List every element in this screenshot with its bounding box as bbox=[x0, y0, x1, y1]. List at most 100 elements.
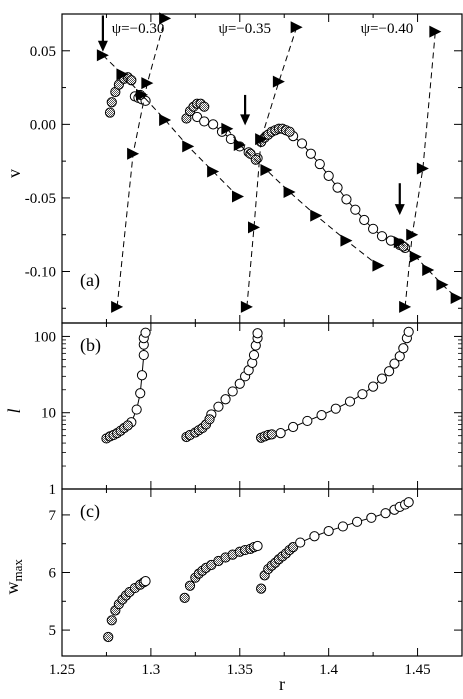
data-point bbox=[126, 75, 137, 86]
data-point bbox=[182, 140, 195, 153]
series-4 bbox=[275, 326, 414, 439]
data-point bbox=[372, 259, 385, 272]
data-point bbox=[275, 428, 286, 439]
data-point bbox=[302, 415, 313, 427]
data-point bbox=[406, 228, 419, 241]
data-point bbox=[260, 163, 273, 176]
data-point bbox=[403, 497, 414, 508]
data-point bbox=[199, 101, 210, 112]
data-point bbox=[389, 358, 400, 369]
series-5 bbox=[256, 123, 409, 252]
y-tick-label: -0.10 bbox=[25, 265, 56, 281]
data-point bbox=[284, 126, 295, 137]
y-tick-label: 5 bbox=[49, 623, 57, 639]
panel-letter: (a) bbox=[80, 270, 100, 291]
data-point bbox=[344, 396, 356, 407]
data-point bbox=[207, 165, 220, 178]
data-point bbox=[135, 388, 146, 399]
data-point bbox=[409, 250, 422, 263]
data-point bbox=[184, 580, 196, 591]
data-point bbox=[234, 378, 245, 389]
data-point bbox=[220, 394, 231, 405]
data-point bbox=[450, 291, 463, 304]
series-1 bbox=[101, 420, 133, 444]
data-point bbox=[240, 300, 253, 313]
data-point bbox=[159, 113, 172, 126]
data-point bbox=[116, 68, 129, 81]
panel-0: 0.05 0.00 -0.05 -0.10 v (a) ψ=−0.30 ψ=−0.35 ψ=−0… bbox=[4, 12, 463, 324]
series-5 bbox=[295, 497, 414, 548]
x-tick-label: 1.35 bbox=[227, 662, 253, 678]
annotation-label: ψ=−0.30 bbox=[112, 21, 165, 37]
data-point bbox=[393, 236, 406, 249]
data-point bbox=[376, 373, 388, 384]
arrow-head bbox=[394, 204, 405, 216]
data-point bbox=[368, 381, 379, 392]
data-point bbox=[310, 209, 323, 222]
data-point bbox=[305, 148, 316, 159]
data-point bbox=[138, 349, 149, 361]
series-7 bbox=[221, 122, 385, 272]
series-1 bbox=[288, 131, 411, 254]
panel-letter: (c) bbox=[80, 501, 100, 522]
y-tick-label: 0.00 bbox=[30, 117, 56, 133]
data-point bbox=[140, 327, 151, 338]
arrow-head bbox=[240, 114, 251, 126]
data-point bbox=[296, 138, 308, 149]
data-point bbox=[227, 386, 238, 397]
annotation-label: ψ=−0.40 bbox=[361, 21, 414, 37]
data-point bbox=[233, 138, 246, 151]
series-10 bbox=[240, 21, 303, 313]
data-point bbox=[341, 194, 352, 205]
data-point bbox=[323, 525, 334, 537]
series-2 bbox=[206, 328, 263, 420]
data-point bbox=[252, 328, 263, 339]
panel-2: 5 6 7 1.25 1.3 1.35 1.4 1.45 wmax r (c) bbox=[2, 488, 463, 694]
data-point bbox=[248, 221, 260, 234]
series-line bbox=[280, 331, 410, 434]
series-line bbox=[246, 27, 298, 307]
annotation-label: ψ=−0.35 bbox=[218, 21, 271, 37]
y-axis-label: l bbox=[4, 408, 24, 413]
data-point bbox=[232, 190, 244, 203]
series-0 bbox=[126, 327, 151, 428]
data-point bbox=[295, 537, 306, 548]
data-point bbox=[316, 410, 327, 421]
y-tick-label: 6 bbox=[49, 566, 57, 582]
data-point bbox=[323, 170, 334, 181]
data-point bbox=[106, 615, 117, 626]
y-axis-label: wmax bbox=[2, 559, 25, 595]
arrow-head bbox=[97, 40, 108, 52]
series-1 bbox=[140, 576, 151, 587]
data-point bbox=[283, 186, 296, 199]
data-point bbox=[359, 214, 370, 226]
series-5 bbox=[256, 429, 277, 443]
series-11 bbox=[399, 25, 442, 313]
data-point bbox=[256, 583, 267, 594]
series-3 bbox=[252, 540, 263, 552]
y-tick-label: -0.05 bbox=[25, 191, 56, 207]
data-point bbox=[104, 107, 116, 118]
x-axis-label: r bbox=[279, 674, 285, 694]
data-point bbox=[416, 162, 429, 175]
series-4 bbox=[181, 98, 261, 165]
data-point bbox=[314, 158, 325, 170]
data-point bbox=[199, 116, 210, 127]
series-2 bbox=[179, 542, 260, 603]
data-point bbox=[399, 300, 412, 313]
data-point bbox=[266, 429, 277, 440]
data-point bbox=[403, 326, 414, 337]
y-tick-label: 1 bbox=[49, 482, 57, 498]
data-point bbox=[337, 521, 348, 532]
data-point bbox=[179, 592, 190, 603]
data-point bbox=[272, 75, 285, 88]
y-tick-label: 7 bbox=[49, 508, 57, 524]
data-point bbox=[255, 133, 268, 146]
data-point bbox=[252, 540, 263, 552]
data-point bbox=[103, 631, 114, 643]
series-3 bbox=[181, 414, 215, 443]
data-point bbox=[122, 420, 133, 431]
data-point bbox=[111, 300, 124, 313]
